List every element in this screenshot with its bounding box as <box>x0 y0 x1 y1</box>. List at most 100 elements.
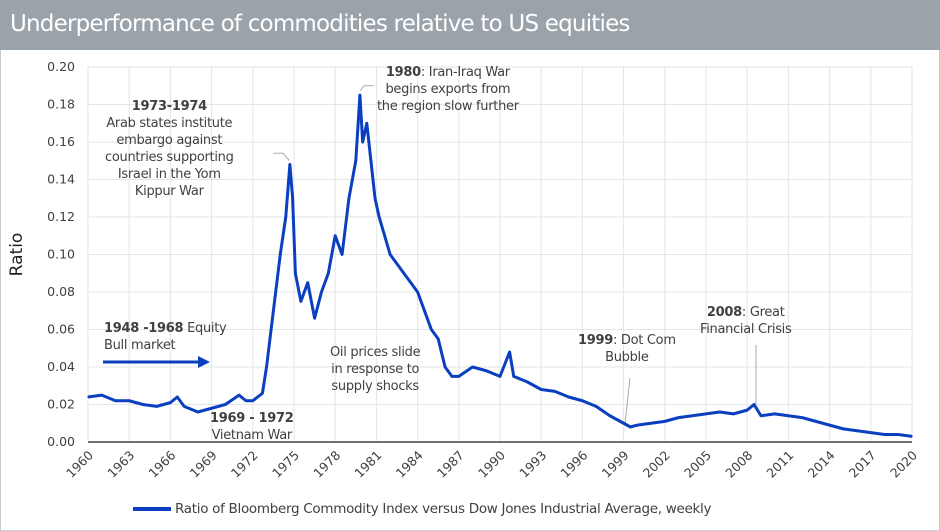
data-point <box>374 197 376 200</box>
data-point <box>705 413 707 415</box>
data-point <box>444 366 446 368</box>
data-point <box>355 159 357 162</box>
data-point <box>313 317 316 320</box>
data-point <box>629 426 632 428</box>
series-line <box>87 93 913 438</box>
data-point <box>650 422 652 425</box>
leader-line-1999 <box>624 377 631 425</box>
data-point <box>334 234 337 237</box>
data-point <box>451 375 453 378</box>
x-tick-label: 1999 <box>599 447 632 480</box>
y-tick-label: 0.04 <box>47 359 75 374</box>
data-point <box>437 338 440 340</box>
data-point <box>828 424 831 426</box>
x-tick-label: 1990 <box>475 447 508 480</box>
arrow-head-icon <box>198 356 210 368</box>
x-tick-label: 1987 <box>434 448 467 481</box>
annotation-1973: 1973-1974 Arab states institute embargo … <box>105 99 234 199</box>
data-point <box>142 403 144 406</box>
y-tick-label: 0.18 <box>47 97 75 112</box>
data-point <box>327 272 330 275</box>
x-tick-label: 1975 <box>269 448 302 481</box>
data-point <box>609 414 611 417</box>
data-point <box>128 399 130 402</box>
y-tick-label: 0.00 <box>47 434 75 449</box>
data-point <box>291 197 294 200</box>
data-point <box>114 399 117 402</box>
annotation-1948: 1948 -1968 Equity Bull market <box>104 321 227 353</box>
x-tick-label: 1984 <box>393 447 426 480</box>
data-point <box>396 263 398 265</box>
y-tick-label: 0.06 <box>47 322 75 337</box>
data-point <box>100 394 103 396</box>
y-tick-label: 0.08 <box>47 284 75 299</box>
data-point <box>320 291 323 293</box>
data-point <box>801 416 803 419</box>
data-point <box>272 309 275 312</box>
data-point <box>197 411 199 413</box>
data-point <box>554 390 556 393</box>
data-point <box>238 394 240 396</box>
data-point <box>409 281 412 284</box>
chart-title: Underperformance of commodities relative… <box>10 11 630 37</box>
data-point <box>815 420 817 423</box>
y-tick-label: 0.02 <box>47 397 75 412</box>
data-point <box>787 414 790 417</box>
x-tick-label: 2011 <box>763 448 796 481</box>
legend: Ratio of Bloomberg Commodity Index versu… <box>133 501 712 517</box>
data-point <box>87 396 89 398</box>
annotation-2008: 2008: Great Financial Crisis <box>700 305 792 337</box>
data-point <box>348 197 350 200</box>
y-axis-label: Ratio <box>7 233 27 277</box>
x-tick-label: 2014 <box>805 447 838 480</box>
data-point <box>664 420 666 423</box>
data-point <box>224 403 227 406</box>
x-tick-label: 1993 <box>516 448 549 481</box>
data-point <box>423 309 426 312</box>
data-point <box>499 375 501 378</box>
data-point <box>265 366 268 368</box>
data-point <box>361 141 364 143</box>
x-tick-label: 2005 <box>681 448 714 481</box>
leader-line-1980 <box>359 85 374 92</box>
data-point <box>245 399 247 402</box>
y-tick-label: 0.14 <box>47 172 75 187</box>
data-point <box>284 216 287 218</box>
data-point <box>389 253 391 256</box>
x-tick-label: 1996 <box>557 447 590 480</box>
data-point <box>691 414 694 417</box>
data-point <box>370 159 372 162</box>
data-point <box>416 291 419 293</box>
data-point <box>183 405 185 408</box>
y-tick-label: 0.20 <box>47 59 75 74</box>
data-point <box>485 369 488 372</box>
data-point <box>471 366 474 368</box>
data-point <box>458 375 460 378</box>
x-tick-label: 1966 <box>145 447 178 480</box>
data-point <box>526 381 529 383</box>
data-point <box>746 409 748 411</box>
data-point <box>595 405 597 408</box>
x-tick-label: 2002 <box>640 448 673 481</box>
data-point <box>581 399 584 402</box>
data-point <box>430 328 433 331</box>
data-point <box>540 388 542 391</box>
header-bar: Underperformance of commodities relative… <box>0 0 940 50</box>
x-tick-label: 1960 <box>63 447 96 480</box>
data-point <box>677 416 680 419</box>
data-point <box>856 429 858 432</box>
data-point <box>508 351 511 353</box>
data-point <box>383 234 386 237</box>
data-point <box>512 375 515 378</box>
data-point <box>622 422 625 425</box>
data-point <box>753 403 755 406</box>
x-tick-label: 2020 <box>887 447 920 480</box>
annotation-1969: 1969 - 1972 Vietnam War <box>210 411 294 443</box>
x-tick-label: 1963 <box>104 448 137 481</box>
data-point <box>279 253 282 256</box>
data-point <box>261 392 264 395</box>
data-point <box>359 94 361 96</box>
data-point <box>169 401 172 404</box>
y-tick-label: 0.10 <box>47 247 75 262</box>
